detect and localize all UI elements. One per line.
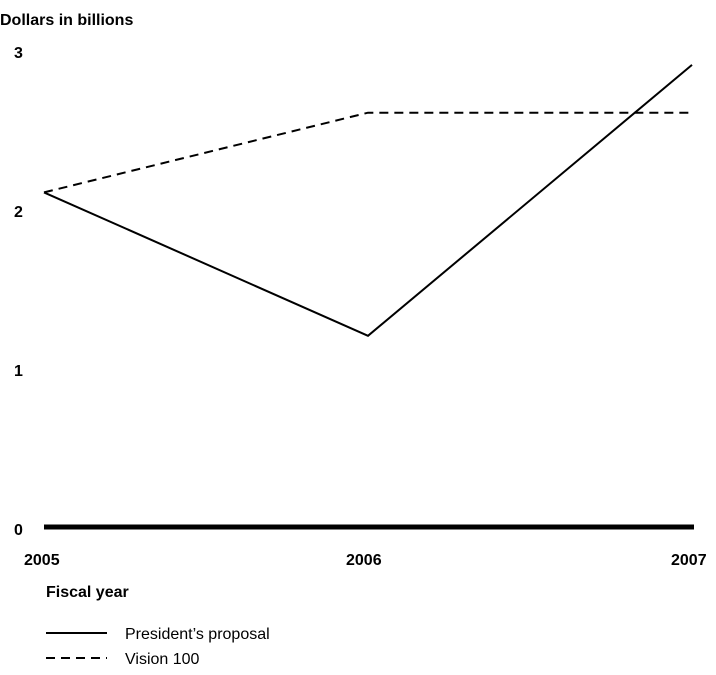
legend-label-vision-100: Vision 100: [125, 651, 200, 668]
y-axis-title: Dollars in billions: [0, 12, 133, 29]
x-tick-labels: 2005 2006 2007: [24, 552, 707, 569]
y-tick-label-1: 1: [14, 363, 23, 380]
x-tick-label-2007: 2007: [671, 552, 707, 569]
series-layer: [43, 64, 693, 337]
legend: President’s proposal Vision 100: [46, 626, 270, 668]
x-axis-title: Fiscal year: [46, 584, 129, 601]
x-tick-label-2006: 2006: [346, 552, 382, 569]
y-tick-label-3: 3: [14, 45, 23, 62]
legend-label-presidents-proposal: President’s proposal: [125, 626, 270, 643]
series-line-presidents-proposal: [43, 64, 693, 337]
y-tick-labels: 3 2 1 0: [14, 45, 23, 539]
y-tick-label-2: 2: [14, 204, 23, 221]
legend-item-presidents-proposal: President’s proposal: [46, 626, 270, 643]
legend-item-vision-100: Vision 100: [46, 651, 200, 668]
x-tick-label-2005: 2005: [24, 552, 60, 569]
y-tick-label-0: 0: [14, 522, 23, 539]
series-line-vision-100: [43, 111, 692, 194]
